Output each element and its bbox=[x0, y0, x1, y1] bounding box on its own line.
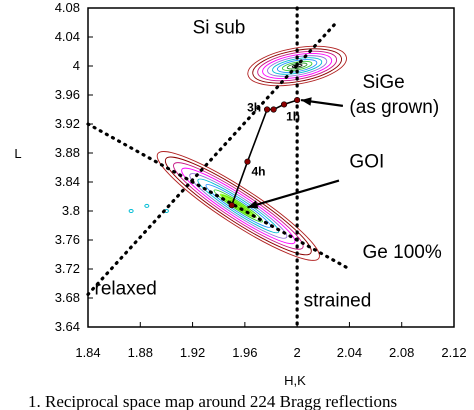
contour-line bbox=[189, 173, 288, 239]
contour-line bbox=[164, 156, 312, 256]
annotation-labels: Si sub SiGe (as grown) GOI Ge 100% relaxed str… bbox=[95, 17, 442, 311]
y-tick-label: 3.76 bbox=[55, 232, 80, 247]
axis-ticks: 1.84 1.88 1.92 1.96 2 2.04 2.08 2.12 3.64 3.68 3.7… bbox=[55, 0, 467, 360]
contour-line bbox=[197, 178, 280, 234]
x-tick-label: 1.96 bbox=[232, 345, 257, 360]
annotation-ge-100-: Ge 100% bbox=[363, 242, 442, 263]
figure-caption: 1. Reciprocal space map around 224 Bragg… bbox=[28, 392, 397, 410]
contour-line bbox=[262, 53, 333, 79]
annealing-point bbox=[228, 202, 235, 209]
y-tick-label: 3.68 bbox=[55, 290, 80, 305]
y-tick-label: 3.64 bbox=[55, 319, 80, 334]
contour-map bbox=[128, 45, 347, 261]
annotation-sige: SiGe bbox=[363, 72, 405, 93]
contour-speck bbox=[128, 209, 134, 213]
y-tick-label: 4 bbox=[73, 58, 80, 73]
contour-line bbox=[257, 50, 338, 82]
annotation-si-sub: Si sub bbox=[193, 17, 246, 38]
goi-arrow-head bbox=[247, 200, 259, 209]
contour-speck bbox=[144, 203, 150, 208]
annotation-arrows bbox=[247, 97, 344, 209]
annealing-point bbox=[263, 106, 271, 113]
annealing-path: 1h 3h 4h bbox=[228, 96, 301, 209]
annealing-label: 4h bbox=[251, 165, 265, 179]
sige-arrow-head bbox=[301, 97, 312, 106]
plot-frame bbox=[87, 7, 455, 328]
annealing-point bbox=[244, 158, 251, 165]
annealing-label: 1h bbox=[286, 109, 300, 123]
x-tick-label: 2.12 bbox=[441, 345, 466, 360]
contour-line bbox=[213, 189, 264, 223]
x-tick-label: 1.92 bbox=[180, 345, 205, 360]
y-tick-label: 3.8 bbox=[62, 203, 80, 218]
x-tick-label: 1.84 bbox=[75, 345, 100, 360]
y-tick-label: 3.96 bbox=[55, 87, 80, 102]
y-axis-label: L bbox=[14, 146, 21, 161]
contour-line bbox=[156, 151, 320, 261]
annotation-relaxed: relaxed bbox=[95, 278, 157, 299]
y-tick-label: 3.84 bbox=[55, 174, 80, 189]
annotation-strained: strained bbox=[304, 291, 372, 312]
x-tick-label: 2 bbox=[294, 345, 301, 360]
annealing-point bbox=[294, 96, 301, 104]
x-tick-label: 2.04 bbox=[337, 345, 362, 360]
annotation-goi: GOI bbox=[349, 152, 384, 173]
reference-line-relaxed bbox=[86, 20, 338, 296]
y-tick-label: 3.72 bbox=[55, 261, 80, 276]
x-tick-label: 1.88 bbox=[128, 345, 153, 360]
reference-lines bbox=[86, 6, 352, 329]
y-tick-label: 4.08 bbox=[55, 0, 80, 15]
y-tick-label: 3.92 bbox=[55, 116, 80, 131]
contour-line bbox=[252, 48, 342, 84]
y-tick-label: 4.04 bbox=[55, 29, 80, 44]
reference-line-ge-100- bbox=[86, 122, 352, 271]
x-tick-label: 2.08 bbox=[389, 345, 414, 360]
annealing-point bbox=[280, 101, 288, 108]
annealing-label: 3h bbox=[247, 101, 261, 115]
annealing-point bbox=[270, 106, 277, 113]
x-axis-label: H,K bbox=[284, 373, 306, 388]
contour-line bbox=[181, 167, 296, 245]
goi-arrow bbox=[247, 179, 340, 209]
contour-line bbox=[247, 45, 347, 87]
contour-line bbox=[173, 162, 304, 250]
annotation--as-grown-: (as grown) bbox=[349, 97, 439, 118]
y-tick-label: 3.88 bbox=[55, 145, 80, 160]
